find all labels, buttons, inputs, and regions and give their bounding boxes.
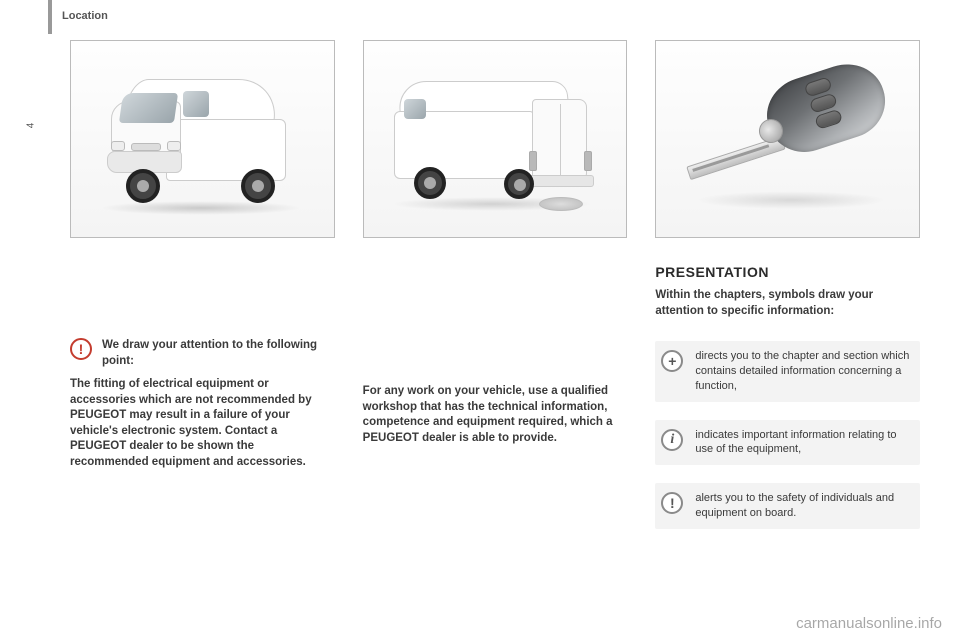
bang-icon: ! bbox=[661, 492, 683, 514]
plus-icon: + bbox=[661, 350, 683, 372]
content-columns: ! We draw your attention to the followin… bbox=[70, 264, 920, 547]
alert-icon: ! bbox=[70, 338, 92, 360]
page-number: 4 bbox=[25, 123, 36, 129]
legend-plus-text: directs you to the chapter and section w… bbox=[695, 349, 910, 394]
vehicle-front-illustration bbox=[70, 40, 335, 238]
info-icon: i bbox=[661, 429, 683, 451]
column-middle: For any work on your vehicle, use a qual… bbox=[363, 264, 628, 547]
section-tab bbox=[48, 0, 52, 34]
legend-alert: ! alerts you to the safety of individual… bbox=[655, 483, 920, 529]
legend-info-text: indicates important information relating… bbox=[695, 428, 910, 458]
attention-lead-text: We draw your attention to the following … bbox=[102, 338, 335, 369]
workshop-text: For any work on your vehicle, use a qual… bbox=[363, 384, 628, 446]
column-left: ! We draw your attention to the followin… bbox=[70, 264, 335, 547]
attention-callout: ! We draw your attention to the followin… bbox=[70, 338, 335, 369]
manual-page: Location 4 bbox=[0, 0, 960, 640]
column-right: PRESENTATION Within the chapters, symbol… bbox=[655, 264, 920, 547]
section-label: Location bbox=[62, 10, 108, 22]
legend-plus: + directs you to the chapter and section… bbox=[655, 341, 920, 402]
presentation-sub: Within the chapters, symbols draw your a… bbox=[655, 288, 920, 319]
key-fob-illustration bbox=[655, 40, 920, 238]
legend-info: i indicates important information relati… bbox=[655, 420, 920, 466]
watermark: carmanualsonline.info bbox=[796, 615, 942, 632]
presentation-heading: PRESENTATION bbox=[655, 264, 920, 280]
legend-alert-text: alerts you to the safety of individuals … bbox=[695, 491, 910, 521]
image-row bbox=[70, 40, 920, 238]
attention-body-text: The fitting of electrical equipment or a… bbox=[70, 377, 335, 470]
vehicle-rear-illustration bbox=[363, 40, 628, 238]
